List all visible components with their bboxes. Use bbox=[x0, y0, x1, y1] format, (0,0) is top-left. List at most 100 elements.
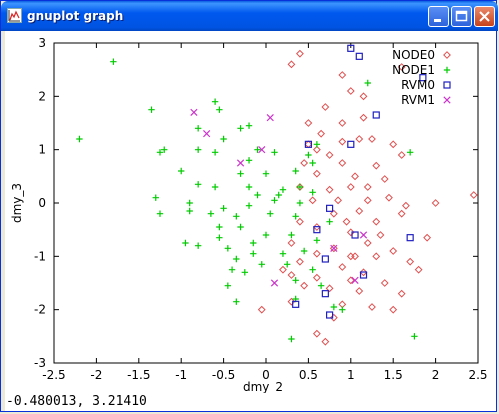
data-point-rvm1 bbox=[266, 114, 274, 122]
data-point-node1 bbox=[233, 213, 240, 220]
data-point-node1 bbox=[326, 218, 333, 225]
data-point-node0 bbox=[312, 145, 321, 154]
data-point-node1 bbox=[207, 210, 215, 217]
data-point-node1 bbox=[224, 245, 232, 252]
minimize-button[interactable] bbox=[428, 6, 449, 27]
data-point-rvm0 bbox=[313, 226, 321, 234]
data-point-rvm0 bbox=[321, 255, 329, 263]
x-tick-label: 2 bbox=[432, 368, 440, 382]
data-point-node0 bbox=[363, 196, 372, 205]
data-point-node0 bbox=[308, 196, 317, 205]
data-point-node1 bbox=[228, 266, 236, 273]
data-point-rvm0 bbox=[351, 231, 359, 239]
data-point-node0 bbox=[329, 244, 338, 253]
data-point-rvm1 bbox=[190, 108, 198, 116]
data-point-node0 bbox=[321, 337, 330, 346]
data-point-node1 bbox=[148, 106, 155, 113]
data-point-node1 bbox=[309, 266, 316, 273]
data-point-node0 bbox=[287, 239, 296, 247]
data-point-node1 bbox=[220, 205, 227, 212]
data-point-node1 bbox=[411, 333, 418, 340]
data-point-node0 bbox=[312, 223, 321, 231]
data-point-node0 bbox=[287, 60, 296, 69]
data-point-node0 bbox=[372, 252, 381, 261]
y-axis-label: dmy_3 bbox=[10, 183, 24, 223]
data-point-node1 bbox=[216, 106, 223, 113]
data-point-node0 bbox=[397, 151, 406, 159]
data-point-node1 bbox=[309, 189, 316, 196]
data-point-node1 bbox=[245, 122, 253, 129]
data-point-node0 bbox=[325, 185, 334, 194]
data-point-node0 bbox=[380, 279, 389, 287]
data-point-node0 bbox=[431, 199, 440, 207]
x-tick-label: -0.5 bbox=[212, 368, 235, 382]
data-point-node1 bbox=[182, 239, 189, 247]
data-point-node1 bbox=[220, 135, 227, 143]
data-point-node0 bbox=[406, 257, 415, 266]
data-point-node0 bbox=[355, 135, 364, 143]
y-tick-label: -3 bbox=[34, 356, 46, 370]
data-point-node0 bbox=[296, 257, 304, 266]
data-point-node1 bbox=[211, 98, 219, 105]
data-point-node1 bbox=[305, 151, 312, 159]
data-point-node0 bbox=[338, 263, 347, 271]
legend-marker-rvm0 bbox=[443, 81, 451, 89]
close-button[interactable] bbox=[474, 6, 495, 27]
series-rvm0 bbox=[292, 44, 427, 319]
gnuplot-app-icon[interactable] bbox=[7, 8, 22, 23]
data-point-rvm1 bbox=[236, 159, 245, 167]
legend-marker-node0 bbox=[443, 51, 451, 59]
data-point-rvm0 bbox=[372, 111, 380, 119]
data-point-node0 bbox=[414, 265, 423, 274]
data-point-node0 bbox=[338, 71, 347, 79]
x-tick-label: 1.5 bbox=[384, 368, 403, 382]
data-point-node1 bbox=[156, 210, 164, 217]
data-point-node1 bbox=[284, 261, 291, 268]
data-point-node0 bbox=[300, 159, 309, 167]
data-point-rvm1 bbox=[351, 276, 359, 284]
data-point-node1 bbox=[364, 79, 371, 87]
data-point-rvm1 bbox=[258, 146, 266, 154]
data-point-node1 bbox=[254, 146, 261, 153]
maximize-button[interactable] bbox=[451, 6, 472, 27]
data-point-node0 bbox=[287, 297, 296, 306]
data-point-node1 bbox=[317, 282, 325, 289]
scatter-chart: -2.5 -2 -1.5 -1 -0.5 0 0.5 1 1.5 2 2.5 3 2 1 0 -1 -2 -3 d… bbox=[10, 36, 488, 393]
data-point-rvm0 bbox=[359, 271, 368, 279]
data-point-rvm0 bbox=[326, 311, 334, 319]
data-point-node1 bbox=[233, 298, 240, 305]
x-tick-label: 0 bbox=[262, 368, 270, 382]
data-point-node1 bbox=[233, 255, 240, 263]
data-point-node0 bbox=[397, 289, 406, 298]
x-tick-label: -2.5 bbox=[42, 368, 65, 382]
data-point-node1 bbox=[275, 191, 282, 199]
data-point-node0 bbox=[359, 268, 368, 277]
data-point-node1 bbox=[245, 157, 253, 164]
data-point-node0 bbox=[312, 273, 321, 282]
data-point-rvm0 bbox=[292, 300, 300, 308]
data-point-node1 bbox=[296, 183, 304, 191]
data-point-rvm0 bbox=[406, 234, 414, 242]
data-point-node1 bbox=[292, 213, 299, 220]
legend-marker-node1 bbox=[443, 66, 451, 74]
y-tick-label: 3 bbox=[38, 36, 46, 50]
plot-area[interactable]: -2.5 -2 -1.5 -1 -0.5 0 0.5 1 1.5 2 2.5 3 2 1 0 -1 -2 -3 d… bbox=[5, 31, 496, 393]
data-point-node0 bbox=[296, 49, 304, 58]
data-point-node0 bbox=[342, 217, 351, 226]
data-point-node1 bbox=[250, 239, 257, 247]
data-point-node0 bbox=[346, 252, 355, 261]
data-point-node0 bbox=[279, 265, 287, 274]
data-point-node1 bbox=[194, 242, 202, 249]
data-point-node1 bbox=[211, 149, 219, 156]
data-point-node0 bbox=[351, 172, 359, 181]
data-point-node0 bbox=[397, 209, 406, 218]
title-bar[interactable]: gnuplot graph bbox=[1, 1, 498, 31]
data-point-node1 bbox=[292, 167, 299, 175]
data-point-node1 bbox=[224, 282, 232, 289]
data-point-rvm0 bbox=[326, 204, 334, 212]
y-tick-label: 2 bbox=[38, 89, 46, 103]
data-point-node0 bbox=[372, 217, 381, 226]
data-point-node0 bbox=[304, 119, 313, 127]
data-point-node1 bbox=[250, 250, 257, 257]
data-point-node1 bbox=[262, 170, 270, 177]
